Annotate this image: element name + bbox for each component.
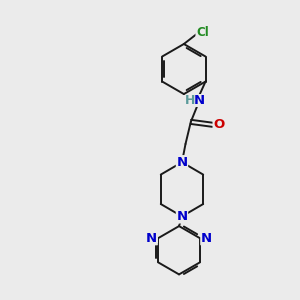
Text: N: N [194, 94, 205, 107]
Bar [213, 119, 225, 130]
Text: Cl: Cl [196, 26, 209, 39]
Bar [177, 212, 187, 221]
Text: O: O [213, 118, 224, 131]
Bar [146, 233, 158, 243]
Text: N: N [146, 232, 157, 245]
Text: N: N [201, 232, 212, 245]
Bar [186, 94, 201, 107]
Text: N: N [176, 210, 188, 223]
Text: H: H [185, 94, 195, 107]
Bar [200, 233, 212, 243]
Text: N: N [176, 156, 188, 169]
Bar [177, 158, 187, 167]
